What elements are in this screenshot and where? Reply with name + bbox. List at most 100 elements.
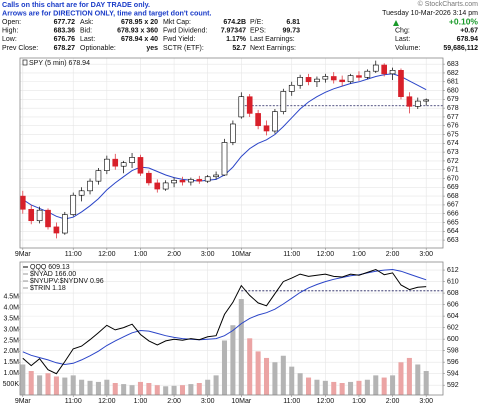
candle-body <box>188 179 194 183</box>
y-tick-label: 675 <box>447 131 459 138</box>
x-tick-label: 2:00 <box>167 251 181 258</box>
candle-body <box>347 75 354 83</box>
volume-bar <box>121 384 127 395</box>
y-tick-label: 683 <box>447 61 459 68</box>
volume-tick-label: 3.5M <box>3 316 19 323</box>
candle-body <box>297 77 303 86</box>
field-label: Ask: <box>80 19 94 26</box>
volume-bar <box>70 375 76 395</box>
candle-body <box>104 158 110 171</box>
x-tick-label: 10Mar <box>231 251 252 258</box>
candle-body <box>398 70 404 98</box>
volume-bar <box>213 375 219 395</box>
candle-body <box>423 99 430 102</box>
x-tick-label: 1:00 <box>134 251 148 258</box>
y-tick-label: 594 <box>447 371 459 378</box>
volume-bar <box>356 380 362 395</box>
candle-body <box>36 209 43 222</box>
candle-body <box>213 174 219 178</box>
field-value: 678.95 x 20 <box>121 19 158 26</box>
volume-bar <box>289 366 295 395</box>
volume-bar <box>230 325 236 395</box>
candle-body <box>364 70 371 78</box>
x-tick-label: 2:00 <box>386 398 400 405</box>
legend-label: $NYUPV:$NYDNV 0.96 <box>30 278 104 285</box>
volume-tick-label: 500K <box>3 381 20 388</box>
y-tick-label: 598 <box>447 348 459 355</box>
volume-bar <box>53 376 59 395</box>
x-tick-label: 9Mar <box>15 251 32 258</box>
candle-body <box>70 194 77 215</box>
candle-body <box>280 91 287 112</box>
y-tick-label: 602 <box>447 324 459 331</box>
y-tick-label: 596 <box>447 359 459 366</box>
candle-body <box>372 64 379 72</box>
y-tick-label: 663 <box>447 237 459 244</box>
field-label: Fwd Dividend: <box>163 28 207 35</box>
x-tick-label: 2:00 <box>386 251 400 258</box>
volume-bar <box>331 381 337 395</box>
y-tick-label: 670 <box>447 175 459 182</box>
legend-label: SPY (5 min) 678.94 <box>29 60 90 67</box>
volume-bar <box>154 385 160 395</box>
candle-body <box>414 100 421 107</box>
legend-label: $NYAD 166.00 <box>30 271 76 278</box>
panel-frame <box>19 261 444 396</box>
field-value: 674.2B <box>223 19 246 26</box>
candle-body <box>154 182 161 190</box>
candle-body <box>179 179 186 183</box>
y-tick-label: 672 <box>447 158 459 165</box>
volume-tick-label: 1.0M <box>3 370 19 377</box>
field-label: Chg: <box>395 28 410 35</box>
candle-body <box>314 78 320 83</box>
volume-bar <box>87 380 93 395</box>
x-tick-label: 3:00 <box>419 398 433 405</box>
volume-bar <box>322 380 328 395</box>
x-tick-label: 11:00 <box>283 251 300 258</box>
candle-body <box>406 96 413 107</box>
candle-body <box>389 70 396 75</box>
legend-label: QQQ 609.13 <box>30 264 70 271</box>
volume-bar <box>348 381 354 395</box>
watermark: © StockCharts.com <box>418 0 479 8</box>
volume-bar <box>221 340 228 395</box>
field-label: Prev Close: <box>2 45 38 52</box>
candle-body <box>238 96 245 118</box>
x-tick-label: 12:00 <box>98 251 116 258</box>
y-tick-label: 606 <box>447 301 459 308</box>
y-tick-label: 604 <box>447 313 459 320</box>
y-tick-label: 674 <box>447 140 459 147</box>
volume-bar <box>297 373 303 395</box>
volume-bar <box>188 384 194 395</box>
y-tick-label: 682 <box>447 70 459 77</box>
volume-bar <box>364 379 370 395</box>
y-tick-label: 592 <box>447 382 459 389</box>
legend-label: $TRIN 1.18 <box>30 285 66 292</box>
volume-tick-label: 1.5M <box>3 359 19 366</box>
volume-bar <box>62 377 68 395</box>
legend-icon <box>22 59 28 66</box>
candle-body <box>255 113 261 127</box>
volume-bar <box>20 364 26 395</box>
volume-bar <box>247 338 253 395</box>
candle-body <box>246 96 253 114</box>
y-tick-label: 668 <box>447 193 459 200</box>
candle-body <box>339 79 345 83</box>
note: Calls on this chart are for DAY TRADE on… <box>2 0 150 9</box>
volume-bar <box>95 381 101 395</box>
y-tick-label: 664 <box>447 228 459 235</box>
volume-bar <box>314 379 320 395</box>
y-tick-label: 680 <box>447 87 459 94</box>
y-tick-label: 678 <box>447 105 459 112</box>
y-tick-label: 677 <box>447 114 459 121</box>
y-tick-label: 612 <box>447 267 459 274</box>
y-tick-label: 669 <box>447 184 459 191</box>
candle-body <box>204 176 211 182</box>
x-tick-label: 2:00 <box>167 398 181 405</box>
x-tick-label: 12:00 <box>317 398 335 405</box>
x-tick-label: 12:00 <box>317 251 335 258</box>
candle-body <box>272 111 278 132</box>
date: Tuesday 10-Mar-2026 3:14 pm <box>382 10 478 17</box>
volume-bar <box>137 381 143 395</box>
